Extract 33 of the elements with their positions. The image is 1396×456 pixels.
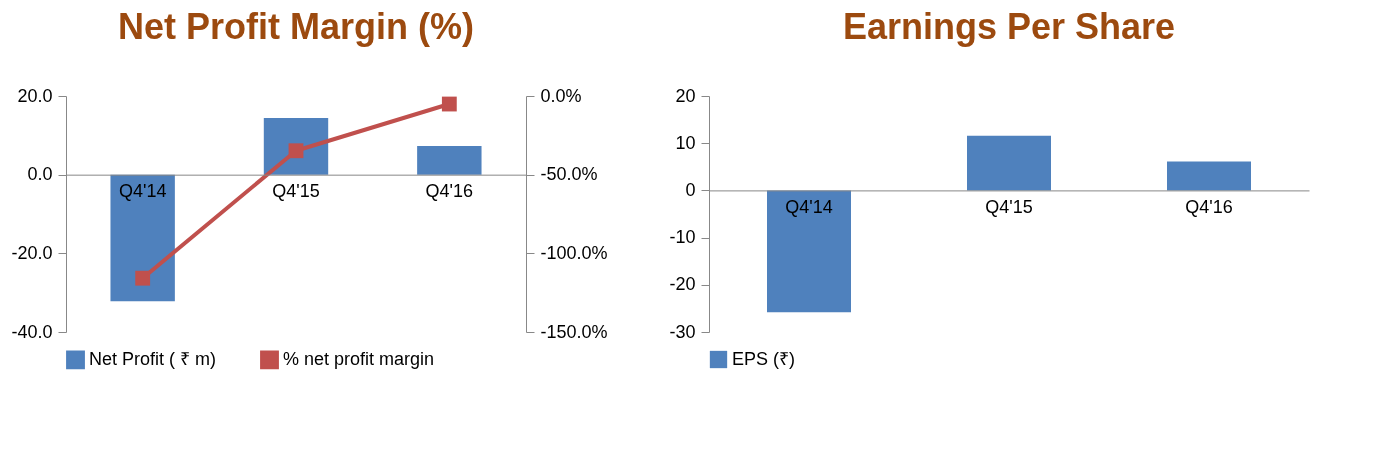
x-tick-label: Q4'16 [1185,196,1233,217]
y2-tick-label: -100.0% [540,242,608,263]
y-tick-label: 0 [685,179,696,200]
legend-label: % net profit margin [283,348,435,369]
point [441,96,457,112]
legend-label: Net Profit ( ₹ m) [89,348,217,369]
x-tick-label: Q4'14 [118,181,167,202]
chart-title: Net Profit Margin (%) [118,6,474,47]
x-tick-label: Q4'15 [272,181,320,202]
y-tick-label: -20 [669,274,696,295]
y2-tick-label: 0.0% [540,85,582,106]
bar [767,190,851,313]
y-tick-label: -10 [669,227,696,248]
y-tick-label: 0.0 [27,164,53,185]
legend-label: EPS (₹) [732,348,796,369]
y2-tick-label: -150.0% [540,321,608,342]
chart-title: Earnings Per Share [842,6,1176,47]
x-tick-label: Q4'14 [785,196,833,217]
y-tick-label: -30 [669,321,696,342]
y-tick-label: -20.0 [11,242,53,263]
y-tick-label: -40.0 [11,321,53,342]
y2-tick-label: -50.0% [540,164,598,185]
bar [417,145,482,175]
x-tick-label: Q4'15 [985,196,1033,217]
x-tick-label: Q4'16 [425,181,474,202]
y-tick-label: 20.0 [17,85,53,106]
bar [110,174,175,302]
bar [1167,161,1251,191]
y-tick-label: 20 [675,85,696,106]
point [288,143,304,159]
point [135,270,151,286]
bar [967,135,1051,191]
y-tick-label: 10 [675,132,696,153]
